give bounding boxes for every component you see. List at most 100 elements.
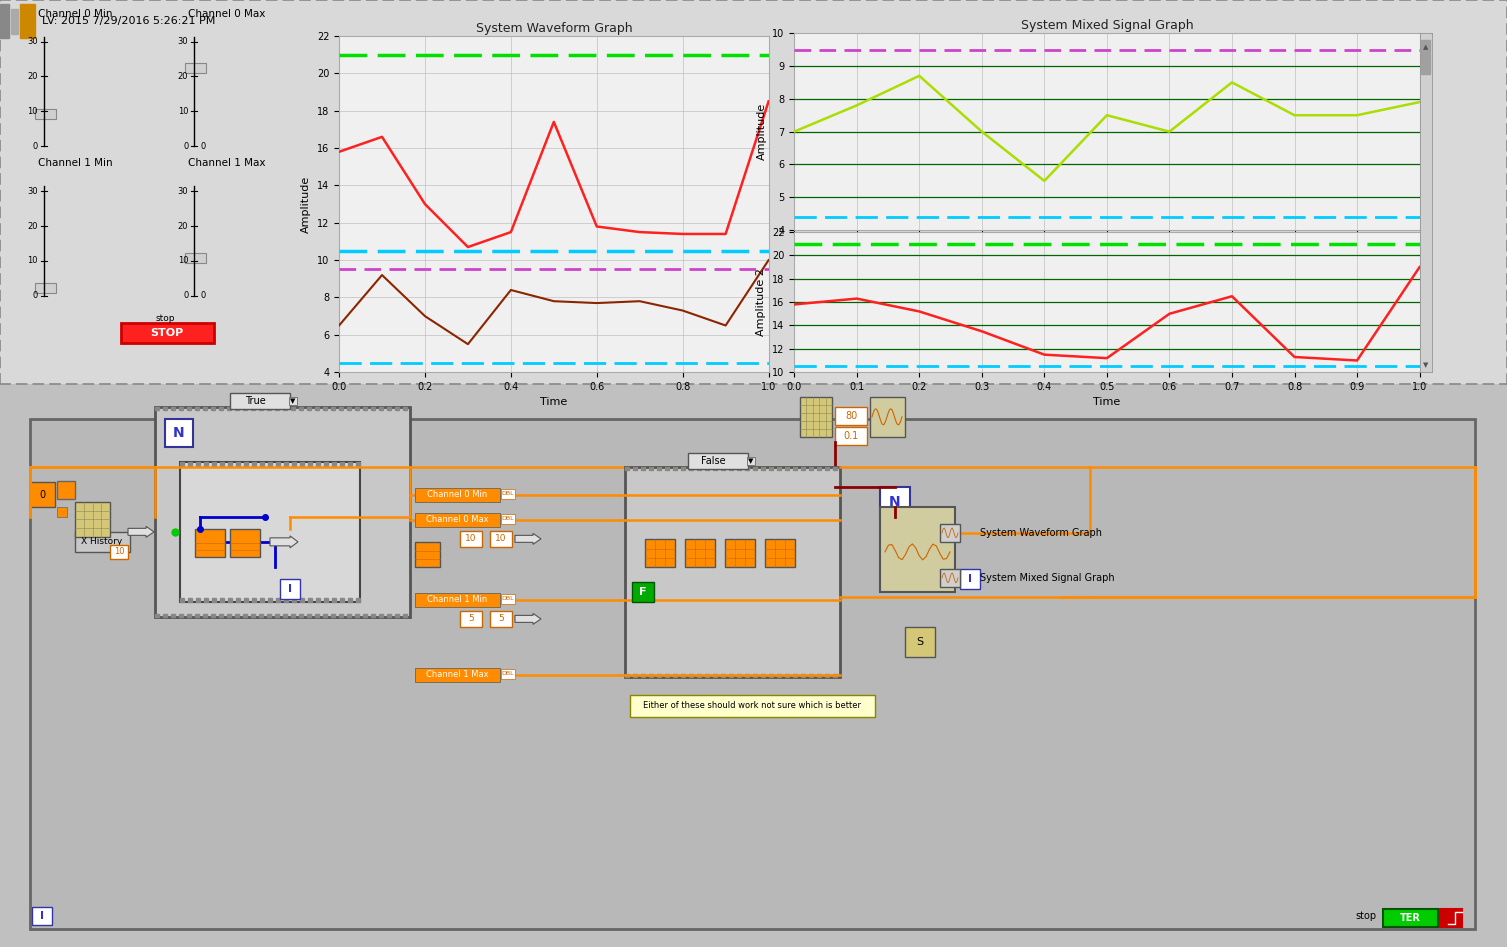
Bar (237, 462, 240, 466)
Text: DBL: DBL (502, 671, 514, 676)
Bar (809, 674, 812, 677)
Bar (291, 407, 295, 410)
Bar (300, 462, 304, 466)
Bar (633, 674, 637, 677)
Bar (211, 407, 216, 410)
Bar (824, 467, 829, 470)
Text: False: False (701, 456, 725, 466)
Bar (163, 614, 167, 616)
Bar (307, 407, 310, 410)
Bar (267, 614, 271, 616)
Bar (259, 614, 264, 616)
Bar (237, 598, 240, 602)
Bar (228, 407, 231, 410)
Bar (631, 581, 654, 602)
Bar (500, 514, 515, 524)
Bar (155, 407, 410, 616)
Bar (307, 614, 310, 616)
Bar (252, 614, 255, 616)
Bar (625, 467, 628, 470)
Bar (402, 407, 407, 410)
Bar (188, 598, 191, 602)
Bar (650, 467, 653, 470)
Bar (267, 407, 271, 410)
Bar (630, 695, 876, 717)
Bar (196, 598, 200, 602)
Bar (341, 598, 344, 602)
Bar (194, 614, 199, 616)
Bar (356, 614, 359, 616)
Bar (11, 9, 18, 34)
Bar (725, 539, 755, 567)
Bar (705, 467, 708, 470)
Bar (298, 407, 303, 410)
Bar (744, 467, 749, 470)
Text: 10: 10 (466, 534, 476, 544)
Bar (332, 614, 335, 616)
Bar (212, 462, 216, 466)
Bar (32, 907, 53, 925)
Bar (500, 594, 515, 604)
Bar (778, 467, 781, 470)
Text: 20: 20 (27, 222, 38, 230)
Bar (744, 674, 749, 677)
Bar (363, 614, 368, 616)
Bar (268, 462, 271, 466)
FancyArrow shape (515, 614, 541, 624)
Bar (30, 482, 54, 507)
Text: 10: 10 (27, 107, 38, 116)
Bar (155, 407, 160, 410)
Bar (640, 467, 645, 470)
Bar (686, 539, 714, 567)
Text: stop: stop (157, 313, 175, 323)
Bar (276, 598, 280, 602)
Bar (185, 253, 206, 263)
Text: 0: 0 (184, 142, 188, 151)
Text: X History: X History (81, 537, 122, 546)
Text: TER: TER (1400, 913, 1421, 923)
Bar (793, 674, 797, 677)
Text: ▼: ▼ (749, 457, 754, 464)
Bar (315, 407, 319, 410)
Bar (1441, 909, 1462, 927)
Bar (35, 109, 56, 119)
Bar (689, 674, 693, 677)
Bar (657, 467, 662, 470)
Bar (185, 63, 206, 74)
Bar (235, 407, 240, 410)
Bar (219, 407, 223, 410)
Text: I: I (41, 911, 44, 921)
Bar (268, 598, 271, 602)
Text: Channel 1 Max: Channel 1 Max (425, 670, 488, 679)
Text: 0: 0 (200, 142, 205, 151)
Bar (414, 668, 500, 682)
Bar (187, 614, 191, 616)
Bar (960, 569, 980, 589)
Bar (57, 507, 66, 517)
Text: True: True (244, 396, 265, 406)
Bar (179, 462, 360, 602)
Bar (833, 674, 836, 677)
Bar (289, 397, 297, 404)
Bar (252, 462, 256, 466)
Bar (203, 462, 208, 466)
Text: Channel 1 Min: Channel 1 Min (38, 158, 113, 169)
Bar (300, 598, 304, 602)
Text: 30: 30 (27, 37, 38, 46)
Text: ▲: ▲ (1423, 44, 1429, 49)
Bar (640, 674, 645, 677)
Bar (315, 614, 319, 616)
Bar (212, 598, 216, 602)
Bar (378, 614, 383, 616)
Text: 30: 30 (27, 187, 38, 196)
Bar (179, 462, 184, 466)
Bar (378, 407, 383, 410)
Text: ▼: ▼ (291, 398, 295, 403)
Bar (737, 467, 741, 470)
Bar (283, 598, 288, 602)
Bar (347, 614, 351, 616)
Text: Channel 0 Max: Channel 0 Max (188, 9, 265, 19)
Bar (348, 462, 353, 466)
Bar (625, 674, 628, 677)
Title: System Mixed Signal Graph: System Mixed Signal Graph (1020, 19, 1194, 32)
